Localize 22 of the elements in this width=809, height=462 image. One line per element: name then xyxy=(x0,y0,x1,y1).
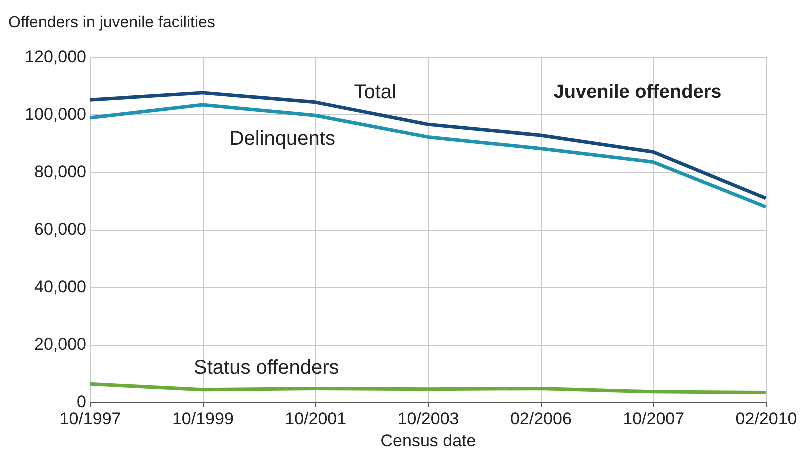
line-series xyxy=(88,103,768,209)
series-label: Delinquents xyxy=(230,128,336,150)
series-label: Total xyxy=(354,81,396,104)
text: Juvenile offenders xyxy=(554,82,722,103)
line-series xyxy=(88,382,768,395)
y-tick-label: 20,000 xyxy=(34,335,86,354)
x-tick-label: 02/2006 xyxy=(510,410,572,428)
series-label: Status offenders xyxy=(194,356,340,379)
x-tick-label: 10/2003 xyxy=(398,410,460,428)
y-axis-title: Offenders in juvenile facilities xyxy=(8,14,216,32)
x-tick-label: 10/1999 xyxy=(172,410,234,428)
y-tick-label: 60,000 xyxy=(34,220,86,239)
x-tick-label: 10/1997 xyxy=(60,410,122,428)
x-tick-label: 02/2010 xyxy=(736,410,798,428)
y-tick-label: 40,000 xyxy=(34,278,86,296)
y-tick-label: 0 xyxy=(77,392,86,412)
y-tick-label: 80,000 xyxy=(34,162,86,182)
y-tick-label: 100,000 xyxy=(25,105,86,124)
y-tick-label: 120,000 xyxy=(25,48,86,66)
x-axis-title: Census date xyxy=(380,432,476,450)
x-tick-label: 10/2007 xyxy=(623,410,685,428)
x-tick-label: 10/2001 xyxy=(285,410,347,428)
